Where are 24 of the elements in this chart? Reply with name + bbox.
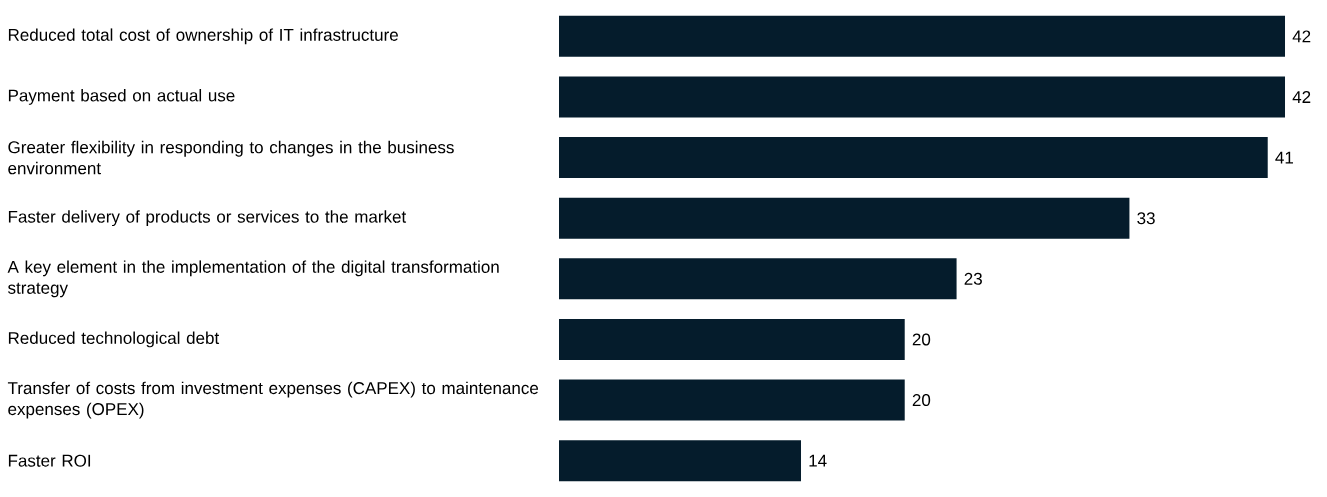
bar — [559, 137, 1268, 179]
bar — [559, 318, 905, 360]
data-label: 42 — [1292, 30, 1311, 43]
y-tick-label: Reduced total cost of ownership of IT infrastructure — [8, 28, 398, 45]
y-tick-label: Transfer of costs from investment expenses (CAPEX) to maintenance expenses (OPEX) — [7, 381, 539, 419]
y-tick-label: Faster ROI — [8, 454, 91, 467]
y-tick-label: Payment based on actual use — [8, 89, 235, 105]
data-label: 33 — [1137, 212, 1155, 225]
bar — [559, 15, 1286, 57]
bar — [559, 197, 1130, 239]
y-tick-label: Reduced technological debt — [8, 331, 220, 348]
data-label: 42 — [1292, 91, 1311, 103]
bar — [559, 76, 1286, 118]
data-label: 41 — [1275, 151, 1293, 164]
bar — [559, 258, 957, 300]
y-tick-label: Faster delivery of products or services to the market — [8, 210, 407, 227]
data-label: 14 — [809, 454, 827, 467]
data-label: 23 — [964, 272, 982, 285]
bar — [559, 379, 905, 421]
bar — [559, 440, 801, 482]
data-label: 20 — [912, 333, 931, 346]
data-label: 20 — [912, 394, 931, 407]
y-tick-label: A key element in the implementation of the digital transformation strategy — [7, 260, 499, 298]
y-tick-label: Greater flexibility in responding to changes in the business environment — [8, 140, 454, 175]
